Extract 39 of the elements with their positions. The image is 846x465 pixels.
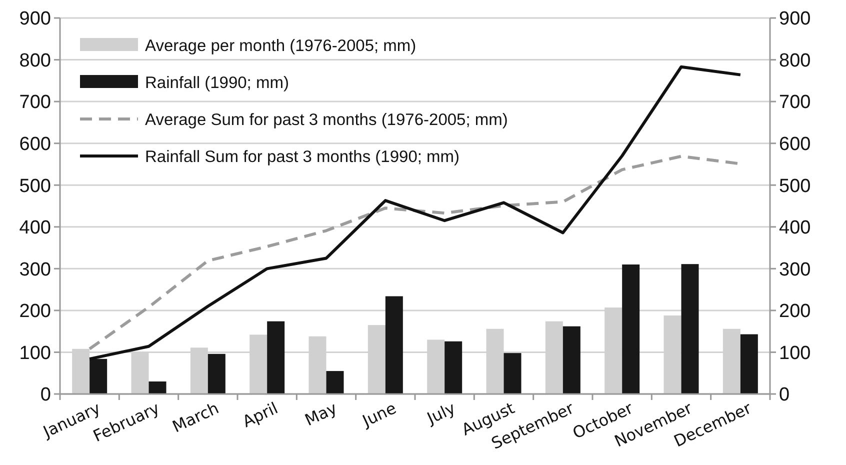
y-tick-label: 900: [19, 8, 51, 30]
y2-tick-label: 500: [779, 176, 811, 197]
bar: [385, 296, 403, 394]
x-tick-label: July: [423, 398, 458, 428]
y-tick-label: 600: [19, 134, 51, 155]
legend-label: Rainfall Sum for past 3 months (1990; mm): [145, 148, 460, 166]
x-tick-label: May: [302, 398, 340, 430]
y-tick-label: 700: [19, 92, 51, 114]
x-tick-label: June: [358, 398, 400, 431]
bar: [622, 264, 640, 394]
y-tick-label: 300: [19, 259, 51, 280]
y-tick-label: 0: [40, 384, 51, 406]
bar: [148, 381, 166, 394]
legend-label: Average per month (1976-2005; mm): [145, 36, 416, 55]
y2-tick-label: 300: [779, 259, 811, 280]
y2-tick-label: 100: [779, 342, 811, 364]
y-tick-label: 500: [19, 176, 51, 197]
y2-tick-label: 400: [779, 218, 811, 239]
y2-tick-label: 800: [779, 50, 811, 72]
legend-label: Rainfall (1990; mm): [145, 74, 289, 92]
y-tick-label: 200: [19, 301, 51, 322]
bar: [681, 264, 699, 394]
bar: [562, 326, 580, 394]
bar: [444, 341, 462, 394]
bar: [208, 354, 226, 394]
bar: [740, 334, 758, 394]
y2-tick-label: 900: [779, 8, 811, 30]
y-tick-label: 800: [19, 50, 51, 72]
y2-tick-label: 600: [779, 134, 811, 155]
bar: [504, 353, 522, 394]
y-tick-label: 400: [19, 218, 51, 239]
legend-label: Average Sum for past 3 months (1976-2005; mm): [145, 110, 508, 129]
y2-tick-label: 0: [779, 384, 790, 406]
y-tick-label: 100: [19, 342, 51, 364]
y2-tick-label: 700: [779, 92, 811, 114]
bar: [267, 321, 285, 394]
x-tick-label: April: [240, 398, 281, 432]
bar: [326, 371, 344, 394]
y2-tick-label: 200: [779, 301, 811, 322]
